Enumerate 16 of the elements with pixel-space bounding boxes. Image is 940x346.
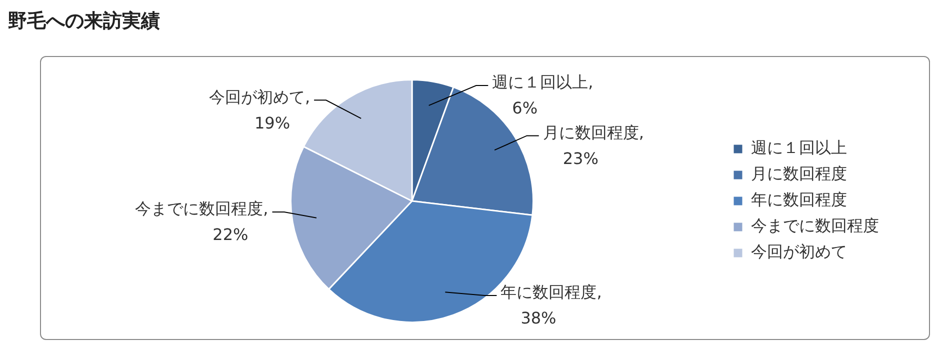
text: 38% xyxy=(520,308,556,328)
text: 6% xyxy=(512,98,538,118)
legend-label: 年に数回程度 xyxy=(751,190,847,210)
text: 19% xyxy=(254,113,290,132)
legend-label: 月に数回程度 xyxy=(751,164,847,184)
text: 野毛への来訪実績 xyxy=(8,9,160,34)
text: 23% xyxy=(562,148,598,168)
legend-label: 今回が初めて xyxy=(751,242,847,262)
category-label: 週に１回以上, xyxy=(492,72,594,92)
legend-label: 今までに数回程度 xyxy=(751,216,879,236)
category-label: 今回が初めて, xyxy=(208,87,310,106)
category-label: 月に数回程度, xyxy=(542,122,644,142)
legend-label: 週に１回以上 xyxy=(751,138,847,158)
category-label: 今までに数回程度, xyxy=(135,199,268,218)
category-label: 年に数回程度, xyxy=(500,282,602,302)
text: 22% xyxy=(212,225,248,244)
